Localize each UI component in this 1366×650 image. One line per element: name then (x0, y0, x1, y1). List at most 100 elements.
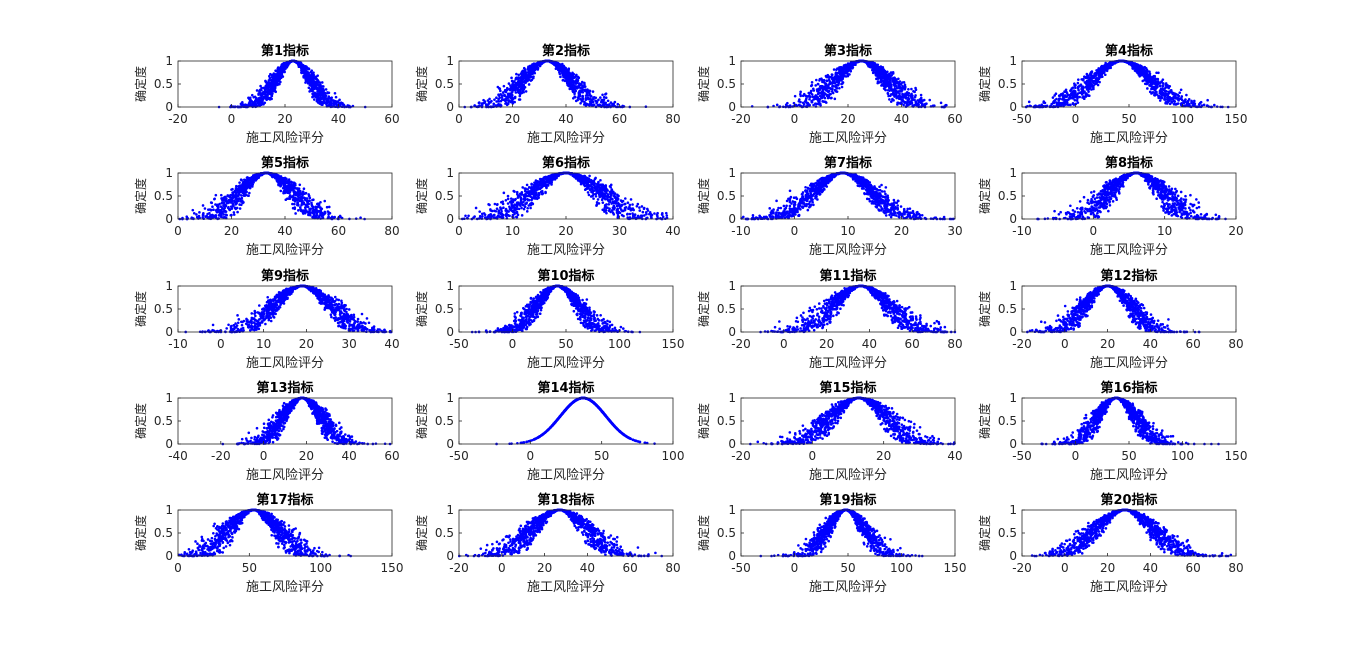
data-point (583, 88, 587, 91)
x-axis-label: 施工风险评分 (1090, 131, 1168, 146)
data-point (322, 85, 325, 88)
data-point (342, 103, 346, 107)
data-point (583, 83, 586, 86)
data-point (825, 75, 828, 79)
data-point (600, 98, 603, 102)
data-point (897, 77, 900, 81)
data-point (1076, 81, 1080, 85)
data-point (893, 76, 896, 80)
data-point (816, 89, 819, 93)
x-tick-label: 60 (612, 112, 627, 126)
data-point (493, 98, 496, 101)
data-point (1148, 84, 1151, 87)
data-point (884, 88, 887, 92)
data-point (524, 71, 527, 75)
data-point (889, 100, 893, 103)
data-point (894, 94, 898, 98)
data-point (775, 103, 779, 107)
x-tick-label: 0 (455, 112, 463, 126)
data-point (574, 89, 578, 93)
data-point (322, 98, 326, 102)
data-point (1038, 104, 1041, 107)
data-point (1086, 88, 1089, 91)
y-tick-label: 0.5 (435, 77, 454, 91)
data-point (1042, 100, 1046, 103)
data-point (312, 98, 316, 101)
data-point (496, 103, 500, 107)
data-point (827, 86, 830, 89)
data-point (563, 66, 567, 70)
data-point (571, 89, 575, 93)
data-point (518, 84, 522, 87)
data-point (532, 75, 535, 78)
x-tick-label: 0 (228, 112, 236, 126)
data-point (522, 87, 526, 91)
data-point (1138, 70, 1141, 74)
data-point (574, 99, 578, 103)
data-point (919, 101, 922, 104)
data-point (236, 210, 239, 214)
data-point (1206, 98, 1209, 102)
data-point (264, 90, 268, 93)
data-point (803, 93, 807, 97)
data-point (886, 88, 890, 92)
data-point (812, 89, 816, 92)
data-point (1159, 84, 1162, 87)
data-point (303, 73, 306, 77)
data-point (823, 96, 827, 100)
data-point (274, 90, 278, 94)
data-point (919, 93, 923, 97)
data-point (270, 73, 274, 77)
data-point (928, 98, 932, 102)
data-point (1100, 65, 1103, 69)
data-point (1169, 97, 1173, 101)
x-tick-label: 60 (947, 112, 962, 126)
data-point (793, 94, 797, 98)
data-point (1093, 75, 1097, 78)
x-tick-label: 20 (505, 112, 520, 126)
data-point (1080, 87, 1083, 91)
data-point (886, 84, 890, 88)
data-point (273, 75, 276, 79)
data-point (1073, 91, 1077, 95)
data-point (875, 65, 879, 69)
data-point (827, 90, 830, 94)
data-point (523, 68, 527, 72)
data-point (522, 75, 525, 79)
subplot-title: 第3指标 (824, 43, 872, 59)
data-point (873, 68, 876, 71)
data-point (907, 97, 911, 101)
data-point (815, 78, 818, 82)
data-point (308, 78, 311, 82)
data-point (818, 79, 821, 82)
data-point (799, 90, 802, 94)
data-point (262, 90, 265, 94)
data-point (835, 68, 838, 72)
data-point (319, 97, 323, 101)
data-point (572, 72, 576, 76)
data-point (1058, 102, 1061, 105)
data-point (848, 73, 851, 76)
data-point (495, 100, 498, 103)
data-point (1156, 82, 1160, 86)
data-point (888, 98, 891, 101)
data-point (911, 104, 915, 107)
data-point (808, 95, 812, 99)
data-point (905, 101, 909, 104)
data-point (581, 94, 584, 98)
data-point (519, 89, 522, 92)
data-point (330, 102, 333, 106)
data-point (1076, 85, 1080, 89)
data-point (1148, 90, 1152, 94)
data-point (300, 68, 303, 72)
data-point (1187, 98, 1191, 101)
data-point (267, 83, 271, 86)
data-point (835, 73, 838, 77)
data-point (311, 85, 315, 89)
data-point (1089, 71, 1093, 75)
y-tick-label: 1 (165, 54, 173, 68)
data-point (524, 81, 528, 84)
data-point (1170, 100, 1173, 104)
data-point (509, 92, 512, 96)
data-point (916, 102, 919, 106)
